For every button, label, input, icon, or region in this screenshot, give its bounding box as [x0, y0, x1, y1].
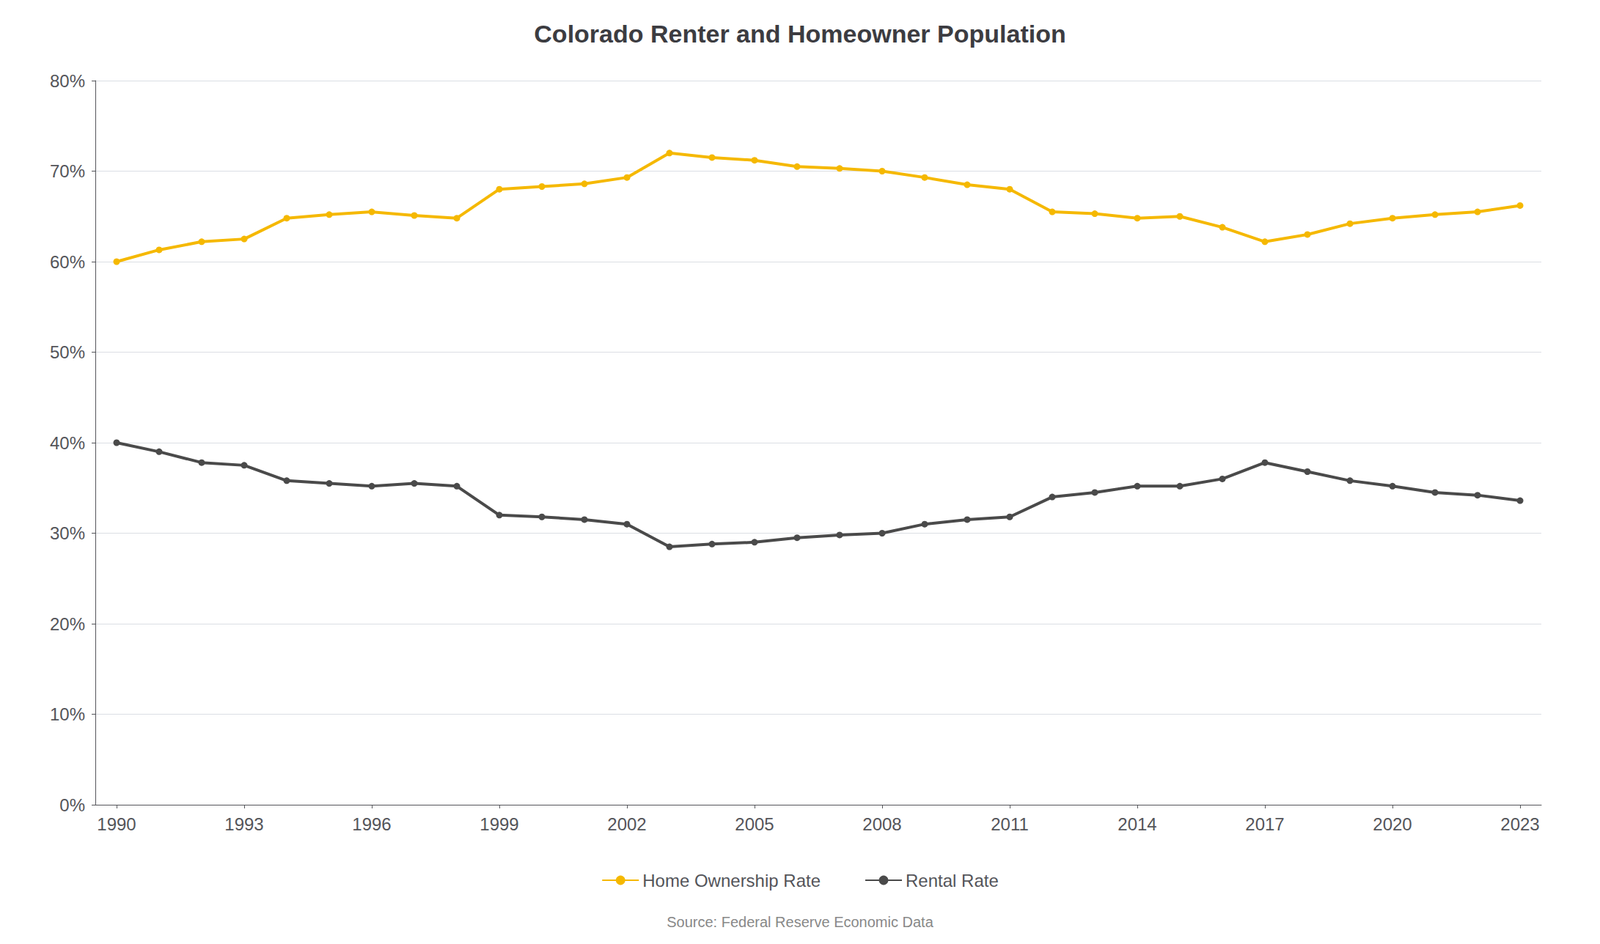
svg-text:2020: 2020 — [1372, 814, 1412, 835]
svg-text:60%: 60% — [49, 252, 86, 273]
svg-text:2014: 2014 — [1117, 814, 1157, 835]
svg-text:2005: 2005 — [734, 814, 774, 835]
svg-text:50%: 50% — [49, 342, 86, 363]
svg-text:80%: 80% — [49, 71, 86, 91]
svg-text:2011: 2011 — [990, 814, 1029, 835]
svg-text:Colorado Renter and Homeowner: Colorado Renter and Homeowner Population — [533, 19, 1066, 48]
svg-text:2023: 2023 — [1500, 814, 1540, 835]
svg-text:0%: 0% — [59, 795, 86, 816]
svg-text:20%: 20% — [49, 614, 86, 635]
svg-text:2002: 2002 — [607, 814, 647, 835]
svg-text:2008: 2008 — [862, 814, 902, 835]
svg-text:Home Ownership Rate: Home Ownership Rate — [642, 871, 821, 891]
svg-text:2017: 2017 — [1245, 814, 1284, 835]
svg-text:Source: Federal Reserve Econom: Source: Federal Reserve Economic Data — [666, 914, 934, 931]
svg-text:1999: 1999 — [479, 814, 519, 835]
svg-text:1993: 1993 — [224, 814, 264, 835]
svg-text:Rental Rate: Rental Rate — [905, 871, 999, 891]
svg-text:70%: 70% — [49, 161, 86, 182]
svg-text:1990: 1990 — [96, 814, 136, 835]
svg-text:40%: 40% — [49, 433, 86, 454]
svg-text:1996: 1996 — [351, 814, 391, 835]
svg-text:30%: 30% — [49, 523, 86, 544]
svg-text:10%: 10% — [49, 704, 86, 725]
